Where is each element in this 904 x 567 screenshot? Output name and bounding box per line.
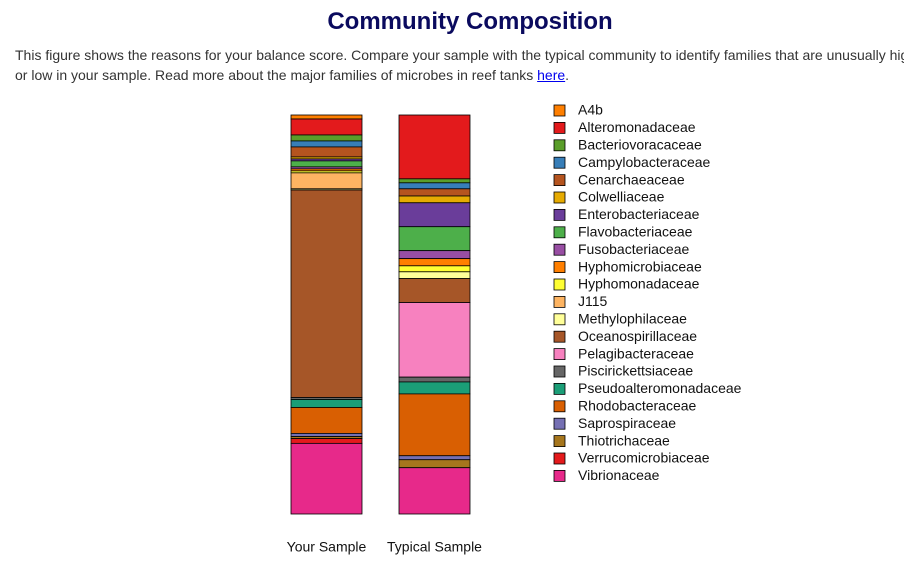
bar-segment xyxy=(398,226,471,252)
legend-label: Colwelliaceae xyxy=(578,189,665,205)
legend-label: Piscirickettsiaceae xyxy=(578,363,693,379)
bar-segment xyxy=(398,202,471,228)
legend-swatch xyxy=(553,348,566,361)
legend-label: Vibrionaceae xyxy=(578,467,660,483)
bar-segment xyxy=(290,189,363,398)
legend-label: J115 xyxy=(578,293,608,309)
bar-segment xyxy=(290,114,363,120)
legend-swatch xyxy=(553,400,566,413)
legend-swatch xyxy=(553,139,566,152)
legend-label: Verrucomicrobiaceae xyxy=(578,450,710,466)
page-title: Community Composition xyxy=(327,8,613,35)
bar-segment xyxy=(398,467,471,515)
legend-label: Pseudoalteromonadaceae xyxy=(578,380,742,396)
bar-segment xyxy=(398,188,471,197)
intro-line: or low in your sample. Read more about t… xyxy=(15,67,569,83)
bar-segment xyxy=(398,178,471,184)
bar-segment xyxy=(290,160,363,168)
legend-swatch xyxy=(553,208,566,221)
bar-segment xyxy=(398,376,471,383)
bar-segment xyxy=(398,265,471,273)
legend-swatch xyxy=(553,295,566,308)
bar-segment xyxy=(290,172,363,190)
intro-text: . xyxy=(565,67,570,83)
legend-swatch xyxy=(553,417,566,430)
legend-swatch xyxy=(553,469,566,482)
bar-segment xyxy=(398,195,471,204)
legend-swatch xyxy=(553,261,566,274)
legend-label: A4b xyxy=(578,102,603,118)
legend-label: Methylophilaceae xyxy=(578,311,687,327)
legend-label: Hyphomonadaceae xyxy=(578,276,700,292)
legend-swatch xyxy=(553,452,566,465)
legend-swatch xyxy=(553,191,566,204)
bar-segment xyxy=(398,114,471,180)
bar-segment xyxy=(398,393,471,457)
intro-text: or low in your sample. Read more about t… xyxy=(15,67,534,83)
legend-label: Bacteriovoracaceae xyxy=(578,137,702,153)
bar-segment xyxy=(290,442,363,515)
bar-segment xyxy=(398,459,471,469)
legend-label: Hyphomicrobiaceae xyxy=(578,258,702,274)
legend-swatch xyxy=(553,382,566,395)
legend-swatch xyxy=(553,122,566,134)
intro-line: This figure shows the reasons for your b… xyxy=(15,47,904,63)
x-tick-label: Typical Sample xyxy=(387,539,482,555)
bar-segment xyxy=(398,302,471,378)
bar-segment xyxy=(398,381,471,395)
legend-swatch xyxy=(553,156,566,169)
legend-label: Campylobacteraceae xyxy=(578,154,711,170)
legend-label: Flavobacteriaceae xyxy=(578,224,693,240)
legend-label: Enterobacteriaceae xyxy=(578,206,700,222)
here-link[interactable]: here xyxy=(537,67,566,83)
bar-segment xyxy=(290,399,363,408)
legend-label: Rhodobacteraceae xyxy=(578,398,697,414)
legend-label: Saprospiraceae xyxy=(578,415,676,431)
bar-segment xyxy=(290,146,363,158)
bar-segment xyxy=(398,278,471,303)
bar-segment xyxy=(290,134,363,142)
bar-segment xyxy=(398,182,471,190)
bar-segment xyxy=(290,407,363,434)
bar-segment xyxy=(398,258,471,267)
bar-segment xyxy=(290,433,363,437)
legend-swatch xyxy=(553,365,566,378)
legend-label: Fusobacteriaceae xyxy=(578,241,690,257)
legend-swatch xyxy=(553,313,566,326)
legend-swatch xyxy=(553,226,566,239)
bar-segment xyxy=(398,455,471,461)
bar-segment xyxy=(290,140,363,148)
legend-label: Alteromonadaceae xyxy=(578,119,696,135)
legend-label: Thiotrichaceae xyxy=(578,432,670,448)
bar-segment xyxy=(398,250,471,260)
bar-segment xyxy=(290,438,363,444)
x-tick-label: Your Sample xyxy=(287,539,367,555)
legend-label: Cenarchaeaceae xyxy=(578,171,685,187)
legend-label: Pelagibacteraceae xyxy=(578,345,694,361)
legend-swatch xyxy=(553,330,566,343)
bar-segment xyxy=(398,271,471,279)
legend-label: Oceanospirillaceae xyxy=(578,328,697,344)
bar-segment xyxy=(290,118,363,136)
legend-swatch xyxy=(553,174,566,187)
legend-swatch xyxy=(553,104,566,117)
legend-swatch xyxy=(553,435,566,448)
legend-swatch xyxy=(553,243,566,256)
legend-swatch xyxy=(553,278,566,291)
